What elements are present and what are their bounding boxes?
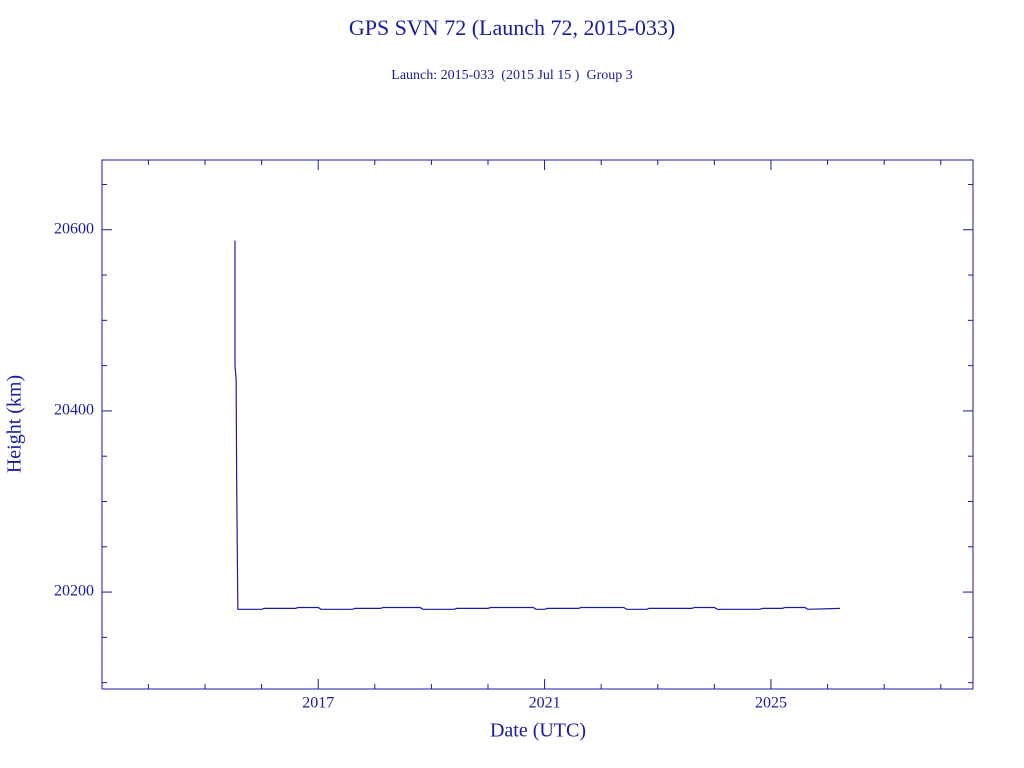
height-line [234,240,841,610]
chart-title: GPS SVN 72 (Launch 72, 2015-033) [349,15,675,40]
x-tick-label: 2021 [529,695,561,712]
x-axis-label: Date (UTC) [490,720,586,742]
plot-frame [101,159,974,690]
chart-subtitle: Launch: 2015-033 (2015 Jul 15 ) Group 3 [391,68,632,83]
y-tick-label: 20400 [54,402,94,419]
y-tick-label: 20600 [54,220,94,237]
y-tick-label: 20200 [54,583,94,600]
x-tick-label: 2017 [302,695,334,712]
x-tick-label: 2025 [755,695,787,712]
y-axis-label: Height (km) [4,375,26,473]
